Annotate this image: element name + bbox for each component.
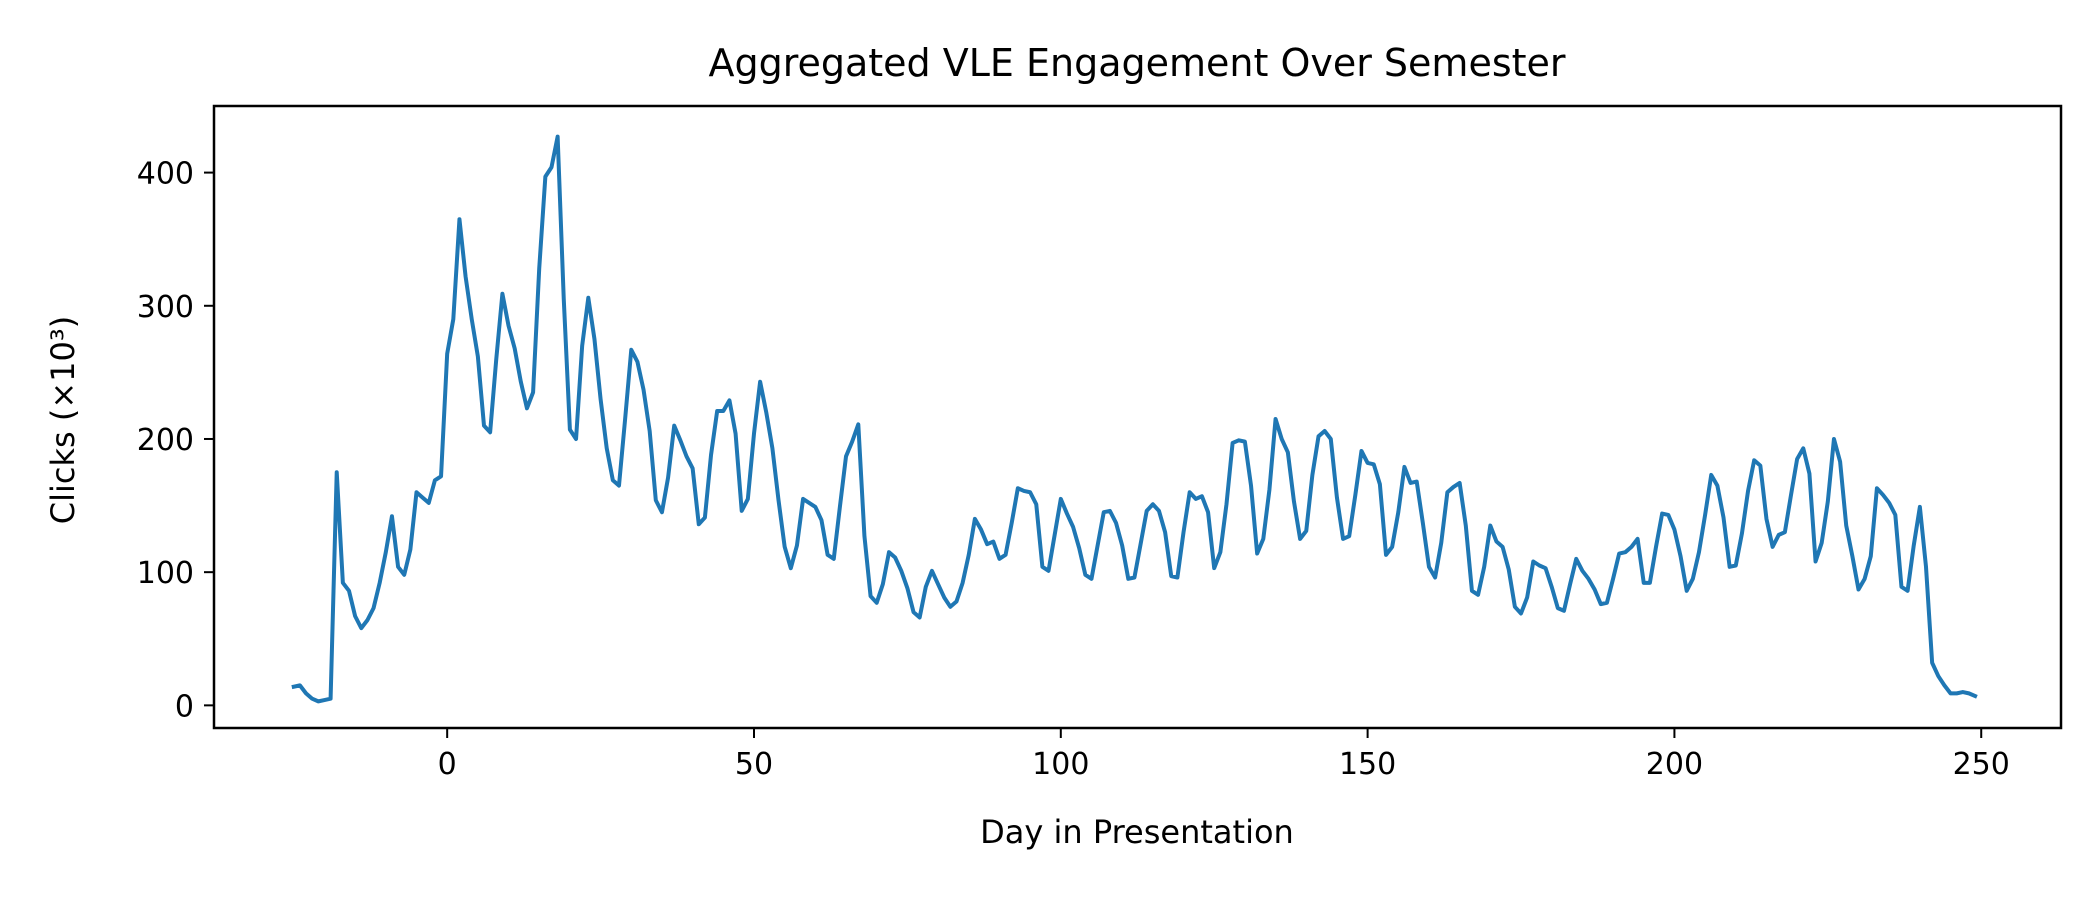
x-tick-label: 100: [1032, 747, 1089, 782]
plot-frame: [212, 104, 2063, 730]
x-tick-label: 50: [735, 747, 773, 782]
y-axis-label: Clicks (×10³): [44, 316, 82, 524]
y-tick-label: 0: [175, 689, 194, 724]
x-tick-label: 200: [1646, 747, 1703, 782]
x-tick-label: 150: [1339, 747, 1396, 782]
plot-area: 0 50 100 150 200 250 0 100 200 300 400: [137, 134, 2010, 782]
x-axis-label: Day in Presentation: [980, 813, 1294, 851]
y-tick-label: 100: [137, 556, 194, 591]
chart-title: Aggregated VLE Engagement Over Semester: [708, 41, 1565, 85]
x-tick-label: 0: [438, 747, 457, 782]
y-tick-label: 200: [137, 423, 194, 458]
y-tick-label: 300: [137, 290, 194, 325]
x-tick-label: 250: [1953, 747, 2010, 782]
y-tick-label: 400: [137, 157, 194, 192]
series-line-0: [291, 134, 1978, 704]
